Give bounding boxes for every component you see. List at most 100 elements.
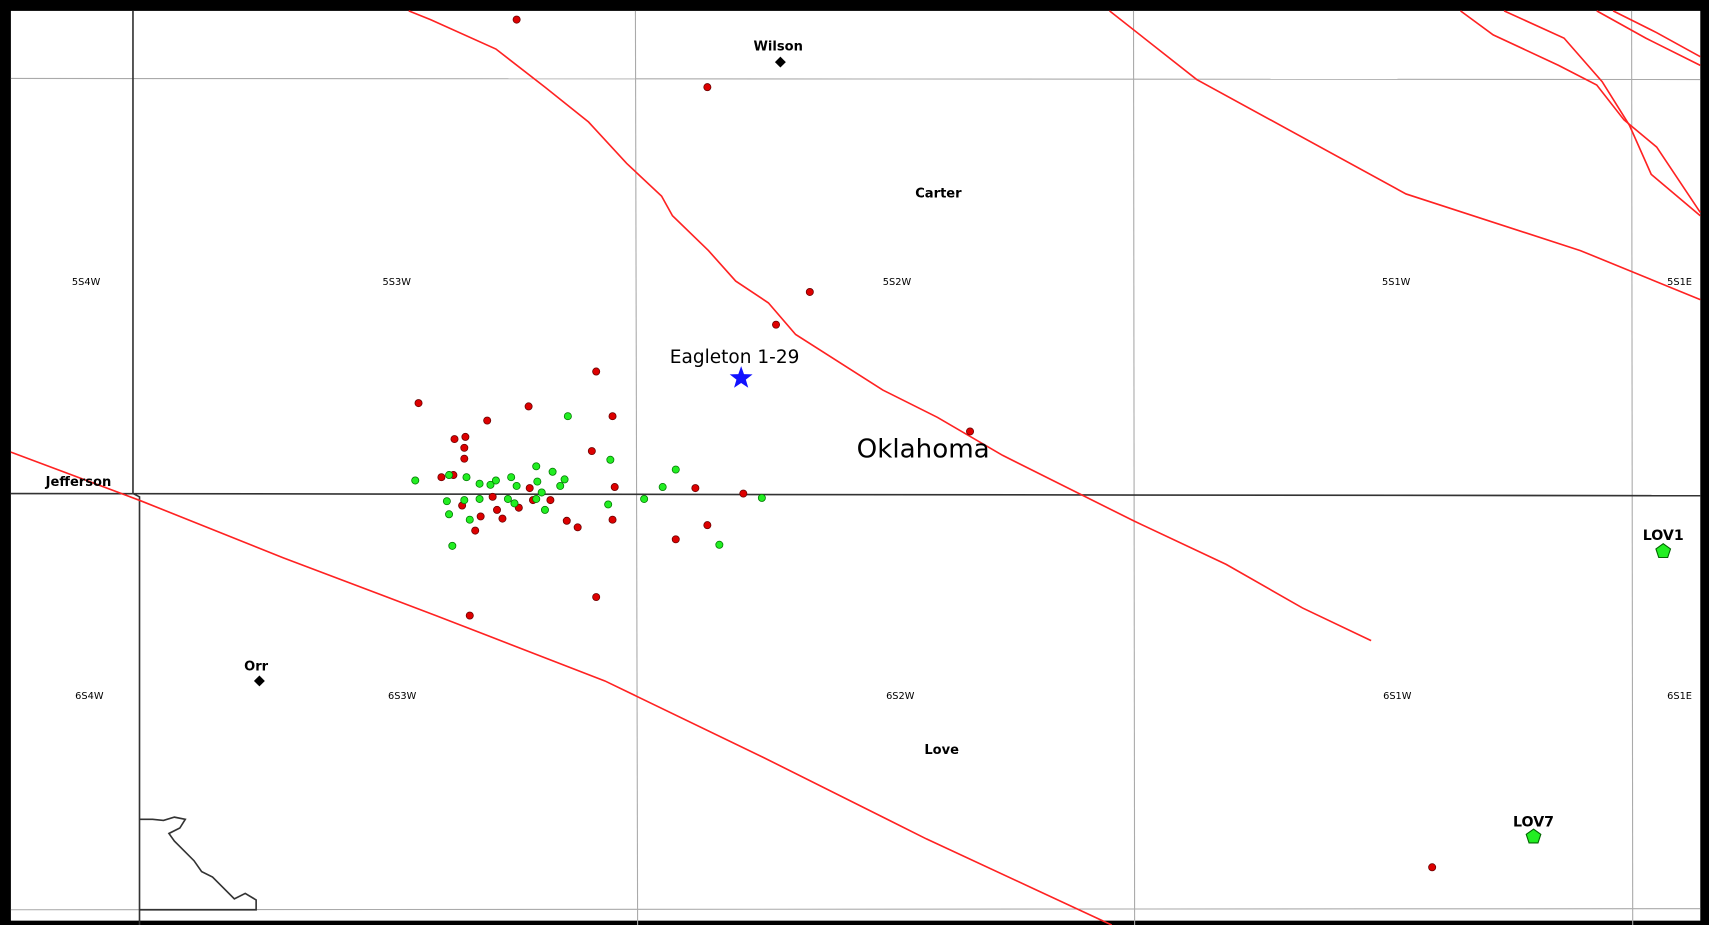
earthquake-green (658, 483, 667, 491)
earthquake-green (475, 479, 484, 488)
earthquake-green (475, 495, 484, 503)
well-label: Eagleton 1-29 (670, 347, 800, 368)
earthquake-red (772, 320, 781, 329)
earthquake-red (488, 492, 497, 501)
township-label: 5S3W (383, 277, 412, 288)
earthquake-green (486, 480, 495, 489)
place-label: Love (924, 743, 959, 758)
earthquake-red (512, 15, 521, 24)
earthquake-red (608, 412, 617, 421)
earthquake-red (610, 483, 619, 491)
earthquake-red (460, 443, 469, 452)
earthquake-red (671, 535, 680, 544)
earthquake-red (691, 484, 700, 493)
station-label: LOV1 (1643, 528, 1684, 544)
map-area (10, 10, 1701, 921)
station-marker (1525, 828, 1542, 844)
earthquake-red (524, 402, 533, 411)
earthquake-green (640, 495, 649, 503)
earthquake-green (491, 476, 500, 485)
fault-line (1596, 10, 1701, 67)
earthquake-red (450, 435, 459, 444)
earthquake-red (476, 512, 485, 521)
earthquake-green (448, 541, 457, 550)
earthquake-green (507, 473, 516, 482)
earthquake-red (471, 526, 480, 535)
earthquake-green (532, 495, 541, 503)
township-label: 6S2W (886, 691, 915, 702)
earthquake-green (442, 497, 451, 506)
earthquake-red (573, 523, 582, 532)
earthquake-red (546, 496, 555, 505)
earthquake-red (483, 416, 492, 425)
fault-line (1612, 10, 1701, 58)
place-label: Wilson (753, 39, 802, 54)
fault-line (1460, 10, 1701, 213)
earthquake-green (532, 462, 541, 471)
earthquake-green (411, 476, 420, 485)
fault-line (10, 451, 1113, 925)
fault-line (1109, 10, 1701, 301)
earthquake-red (703, 83, 712, 92)
earthquake-green (445, 510, 454, 519)
township-grid (10, 10, 1701, 925)
place-label: Jefferson (45, 475, 112, 490)
earthquake-green (462, 473, 471, 482)
earthquake-green (671, 465, 680, 474)
earthquake-green (512, 481, 521, 490)
earthquake-red (460, 454, 469, 463)
place-label: Carter (915, 186, 962, 201)
earthquake-green (460, 496, 469, 505)
township-label: 6S1W (1383, 691, 1412, 702)
county-lines (10, 10, 1701, 925)
earthquake-green (563, 412, 572, 421)
earthquake-green (757, 493, 766, 502)
fault-line (1503, 10, 1701, 217)
earthquake-red (562, 516, 571, 525)
earthquake-red (498, 514, 507, 523)
earthquake-red (592, 367, 601, 376)
township-label: 5S4W (72, 277, 101, 288)
well-marker (729, 366, 753, 388)
earthquake-green (606, 455, 615, 464)
earthquake-red (465, 611, 474, 620)
earthquake-red (587, 447, 596, 456)
township-label: 6S1E (1667, 691, 1692, 702)
state-label: Oklahoma (857, 434, 990, 464)
fault-line (408, 10, 1372, 642)
township-label: 6S4W (75, 691, 104, 702)
earthquake-red (703, 521, 712, 530)
earthquake-red (739, 489, 748, 498)
township-label: 5S2W (883, 277, 912, 288)
earthquake-green (503, 495, 512, 503)
earthquake-green (715, 540, 724, 549)
place-label: Orr (244, 659, 269, 674)
earthquake-red (525, 484, 534, 493)
earthquake-green (533, 477, 542, 486)
station-label: LOV7 (1513, 815, 1554, 831)
township-label: 6S3W (388, 691, 417, 702)
township-label: 5S1E (1667, 277, 1692, 288)
earthquake-red (592, 593, 601, 602)
earthquake-green (445, 471, 454, 480)
town-marker (253, 675, 265, 687)
earthquake-red (493, 505, 501, 514)
earthquake-green (560, 475, 569, 484)
earthquake-red (437, 473, 446, 482)
township-label: 5S1W (1382, 277, 1411, 288)
earthquake-green (465, 515, 474, 524)
earthquake-red (608, 515, 617, 524)
earthquake-red (966, 427, 975, 436)
earthquake-red (461, 432, 470, 441)
earthquake-green (510, 499, 519, 508)
station-marker (1655, 542, 1672, 559)
earthquake-green (540, 505, 549, 514)
earthquake-green (537, 488, 546, 497)
earthquake-green (548, 467, 557, 476)
labels: Wilson Carter Jefferson Orr Love 5S4W 5S3W 5S2W… (45, 39, 1692, 844)
earthquake-red (414, 399, 423, 408)
earthquake-red (805, 288, 814, 296)
faults (10, 10, 1701, 925)
earthquake-green (556, 481, 565, 490)
